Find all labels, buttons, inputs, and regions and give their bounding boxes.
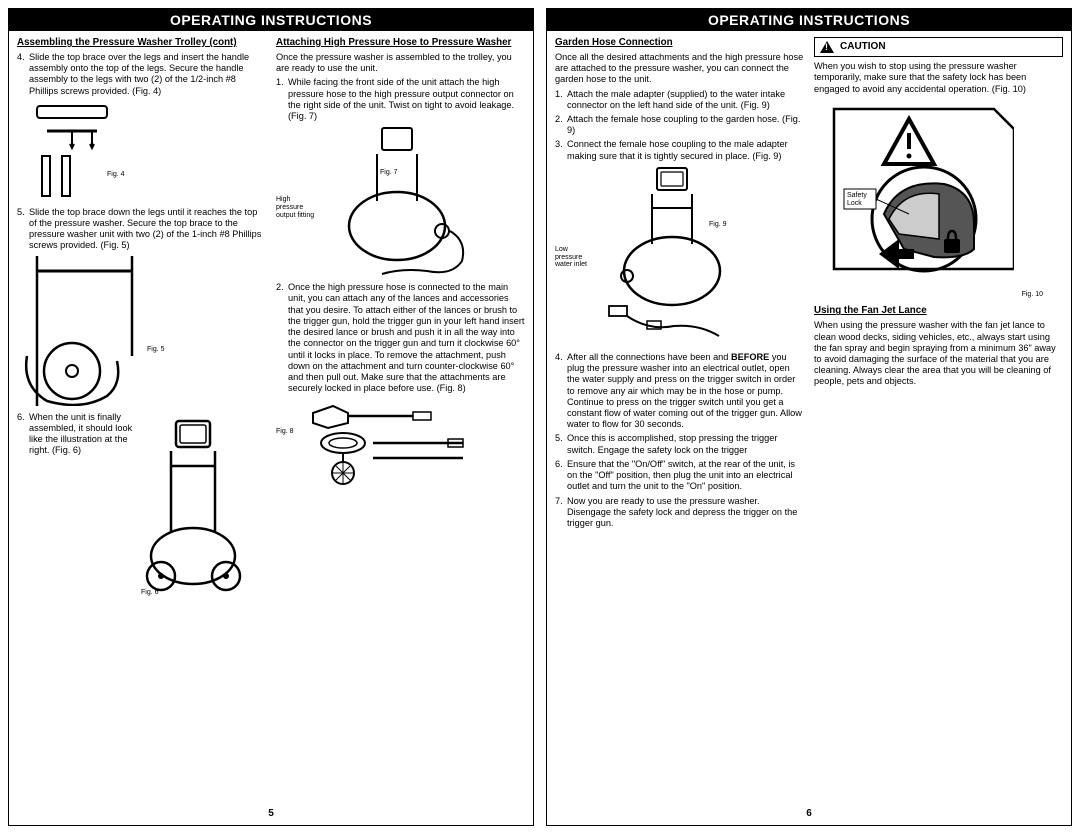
- section-title: Assembling the Pressure Washer Trolley (…: [17, 37, 266, 49]
- step: 4. Slide the top brace over the legs and…: [17, 52, 266, 97]
- step-text: Ensure that the "On/Off" switch, at the …: [567, 459, 804, 493]
- page-header-right: OPERATING INSTRUCTIONS: [547, 9, 1071, 31]
- step: 6. When the unit is finally assembled, i…: [17, 412, 137, 457]
- section-title: Using the Fan Jet Lance: [814, 305, 1063, 317]
- page-body-right: Garden Hose Connection Once all the desi…: [547, 31, 1071, 825]
- fan-jet-text: When using the pressure washer with the …: [814, 320, 1063, 387]
- page-body-left: Assembling the Pressure Washer Trolley (…: [9, 31, 533, 825]
- right-col2: CAUTION When you wish to stop using the …: [814, 37, 1063, 797]
- step: 2. Attach the female hose coupling to th…: [555, 114, 804, 136]
- step-text: After all the connections have been and …: [567, 352, 804, 431]
- svg-text:Safety: Safety: [847, 192, 867, 199]
- step-num: 1.: [276, 77, 288, 122]
- figure-6: Fig. 6: [141, 416, 266, 596]
- right-col1: Garden Hose Connection Once all the desi…: [555, 37, 804, 797]
- figure-8: Fig. 8: [276, 398, 525, 488]
- svg-text:Fig. 6: Fig. 6: [141, 589, 159, 596]
- step-num: 2.: [555, 114, 567, 136]
- page-number: 6: [806, 808, 812, 819]
- svg-text:Fig. 7: Fig. 7: [380, 169, 398, 176]
- step: 3. Connect the female hose coupling to t…: [555, 139, 804, 161]
- warning-icon: [820, 41, 834, 53]
- svg-text:Lock: Lock: [847, 200, 862, 207]
- figure-4: Fig. 4: [17, 101, 266, 201]
- step-text: Once this is accomplished, stop pressing…: [567, 433, 804, 455]
- step-text: Slide the top brace over the legs and in…: [29, 52, 266, 97]
- fig-caption: Fig. 8: [276, 428, 294, 437]
- left-col2: Attaching High Pressure Hose to Pressure…: [276, 37, 525, 797]
- step-num: 6.: [17, 412, 29, 457]
- step-num: 3.: [555, 139, 567, 161]
- step: 5. Once this is accomplished, stop press…: [555, 433, 804, 455]
- figure-5: Fig. 5: [17, 256, 266, 406]
- step-text: When the unit is finally assembled, it s…: [29, 412, 137, 457]
- section-title: Garden Hose Connection: [555, 37, 804, 49]
- caution-text: When you wish to stop using the pressure…: [814, 61, 1063, 95]
- step-text: Once the high pressure hose is connected…: [288, 282, 525, 394]
- figure-9: Low pressure water inlet Fig. 9: [555, 166, 804, 346]
- step-6-row: 6. When the unit is finally assembled, i…: [17, 412, 266, 602]
- t-post: you plug the pressure washer into an ele…: [567, 352, 802, 429]
- step-num: 4.: [555, 352, 567, 431]
- intro-text: Once all the desired attachments and the…: [555, 52, 804, 86]
- section-title: Attaching High Pressure Hose to Pressure…: [276, 37, 525, 49]
- step: 5. Slide the top brace down the legs unt…: [17, 207, 266, 252]
- step: 1. Attach the male adapter (supplied) to…: [555, 89, 804, 111]
- step-text: Attach the female hose coupling to the g…: [567, 114, 804, 136]
- svg-text:Fig. 5: Fig. 5: [147, 346, 165, 353]
- step: 1. While facing the front side of the un…: [276, 77, 525, 122]
- step-num: 2.: [276, 282, 288, 394]
- fig-caption: Fig. 10: [814, 291, 1063, 300]
- caution-box: CAUTION: [814, 37, 1063, 57]
- intro-text: Once the pressure washer is assembled to…: [276, 52, 525, 74]
- step-num: 4.: [17, 52, 29, 97]
- step-num: 5.: [555, 433, 567, 455]
- figure-10: Safety Lock Fig. 10: [814, 99, 1063, 300]
- fig9-label: Low pressure water inlet: [555, 246, 595, 269]
- step-text: While facing the front side of the unit …: [288, 77, 525, 122]
- step: 2. Once the high pressure hose is connec…: [276, 282, 525, 394]
- t-bold: BEFORE: [731, 352, 769, 362]
- figure-7: High pressure output fitting Fig. 7: [276, 126, 525, 276]
- step-text: Slide the top brace down the legs until …: [29, 207, 266, 252]
- step-text: Attach the male adapter (supplied) to th…: [567, 89, 804, 111]
- step: 6. Ensure that the "On/Off" switch, at t…: [555, 459, 804, 493]
- step-text: Connect the female hose coupling to the …: [567, 139, 804, 161]
- fig-caption: Fig. 4: [107, 171, 125, 178]
- step-num: 7.: [555, 496, 567, 530]
- svg-text:Fig. 9: Fig. 9: [709, 221, 727, 228]
- step-num: 6.: [555, 459, 567, 493]
- page-left: OPERATING INSTRUCTIONS Assembling the Pr…: [8, 8, 534, 826]
- caution-label: CAUTION: [840, 41, 886, 53]
- fig7-label: High pressure output fitting: [276, 196, 318, 219]
- page-right: OPERATING INSTRUCTIONS Garden Hose Conne…: [546, 8, 1072, 826]
- step: 7. Now you are ready to use the pressure…: [555, 496, 804, 530]
- step-text: Now you are ready to use the pressure wa…: [567, 496, 804, 530]
- step-num: 5.: [17, 207, 29, 252]
- t-pre: After all the connections have been and: [567, 352, 731, 362]
- page-header-left: OPERATING INSTRUCTIONS: [9, 9, 533, 31]
- left-col1: Assembling the Pressure Washer Trolley (…: [17, 37, 266, 797]
- step: 4. After all the connections have been a…: [555, 352, 804, 431]
- step-num: 1.: [555, 89, 567, 111]
- page-number: 5: [268, 808, 274, 819]
